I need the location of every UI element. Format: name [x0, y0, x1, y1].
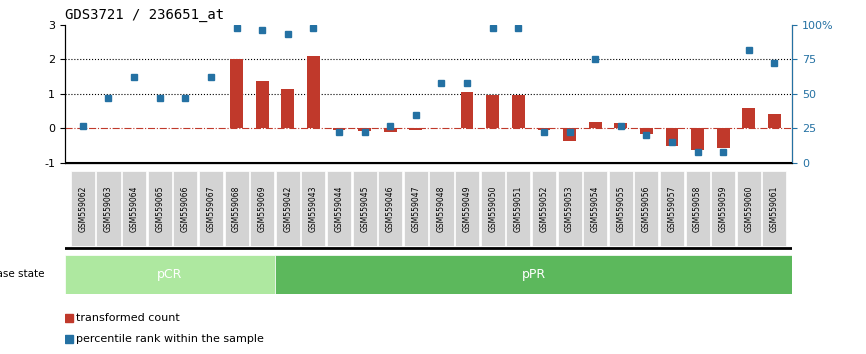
FancyBboxPatch shape [430, 171, 454, 246]
Text: GSM559052: GSM559052 [540, 185, 548, 232]
FancyBboxPatch shape [737, 171, 761, 246]
Text: GSM559061: GSM559061 [770, 185, 779, 232]
Text: GSM559056: GSM559056 [642, 185, 651, 232]
Bar [230, 59, 243, 128]
Bar [333, 128, 346, 130]
FancyBboxPatch shape [660, 171, 684, 246]
Text: pPR: pPR [521, 268, 546, 281]
Text: GSM559042: GSM559042 [283, 185, 293, 232]
Text: GSM559064: GSM559064 [130, 185, 139, 232]
Text: transformed count: transformed count [76, 313, 179, 323]
FancyBboxPatch shape [199, 171, 223, 246]
Text: GSM559068: GSM559068 [232, 185, 241, 232]
Bar [538, 128, 550, 130]
Text: GSM559043: GSM559043 [309, 185, 318, 232]
Text: GSM559059: GSM559059 [719, 185, 727, 232]
Bar [691, 128, 704, 150]
Bar [563, 128, 576, 142]
Bar [666, 128, 678, 145]
Text: GSM559058: GSM559058 [693, 185, 702, 232]
Text: GSM559069: GSM559069 [258, 185, 267, 232]
Bar [614, 124, 627, 128]
Bar [589, 122, 602, 128]
FancyBboxPatch shape [583, 171, 607, 246]
FancyBboxPatch shape [635, 171, 658, 246]
Bar [640, 128, 653, 134]
FancyBboxPatch shape [250, 171, 275, 246]
FancyBboxPatch shape [609, 171, 633, 246]
Text: GSM559067: GSM559067 [206, 185, 216, 232]
Text: GSM559053: GSM559053 [565, 185, 574, 232]
Bar [487, 95, 499, 128]
Text: GSM559057: GSM559057 [668, 185, 676, 232]
Bar [768, 114, 781, 128]
Text: GSM559063: GSM559063 [104, 185, 113, 232]
FancyBboxPatch shape [762, 171, 786, 246]
FancyBboxPatch shape [148, 171, 171, 246]
FancyBboxPatch shape [275, 255, 792, 294]
FancyBboxPatch shape [224, 171, 249, 246]
FancyBboxPatch shape [301, 171, 326, 246]
FancyBboxPatch shape [686, 171, 709, 246]
Text: GSM559062: GSM559062 [79, 185, 87, 232]
Text: percentile rank within the sample: percentile rank within the sample [76, 334, 264, 344]
Bar [410, 128, 423, 130]
FancyBboxPatch shape [404, 171, 428, 246]
Text: GSM559046: GSM559046 [385, 185, 395, 232]
Text: GSM559045: GSM559045 [360, 185, 369, 232]
Bar [307, 56, 320, 128]
Text: GSM559066: GSM559066 [181, 185, 190, 232]
FancyBboxPatch shape [558, 171, 582, 246]
FancyBboxPatch shape [352, 171, 377, 246]
FancyBboxPatch shape [507, 171, 530, 246]
Text: disease state: disease state [0, 269, 44, 279]
Bar [359, 128, 371, 131]
Bar [717, 128, 730, 148]
FancyBboxPatch shape [532, 171, 556, 246]
Bar [461, 92, 474, 128]
FancyBboxPatch shape [275, 171, 300, 246]
Text: GDS3721 / 236651_at: GDS3721 / 236651_at [65, 8, 224, 22]
Bar [512, 95, 525, 128]
FancyBboxPatch shape [327, 171, 351, 246]
Text: GSM559065: GSM559065 [155, 185, 165, 232]
Text: GSM559048: GSM559048 [437, 185, 446, 232]
Text: pCR: pCR [158, 268, 183, 281]
FancyBboxPatch shape [711, 171, 735, 246]
FancyBboxPatch shape [71, 171, 95, 246]
FancyBboxPatch shape [481, 171, 505, 246]
Bar [384, 128, 397, 132]
Text: GSM559049: GSM559049 [462, 185, 472, 232]
FancyBboxPatch shape [173, 171, 197, 246]
FancyBboxPatch shape [378, 171, 403, 246]
Text: GSM559044: GSM559044 [334, 185, 344, 232]
Text: GSM559054: GSM559054 [591, 185, 599, 232]
FancyBboxPatch shape [65, 255, 275, 294]
Bar [255, 81, 268, 128]
FancyBboxPatch shape [96, 171, 120, 246]
FancyBboxPatch shape [455, 171, 479, 246]
Text: GSM559047: GSM559047 [411, 185, 420, 232]
Bar [281, 88, 294, 128]
FancyBboxPatch shape [122, 171, 146, 246]
Text: GSM559060: GSM559060 [745, 185, 753, 232]
Bar [742, 108, 755, 128]
Text: GSM559055: GSM559055 [617, 185, 625, 232]
Text: GSM559051: GSM559051 [514, 185, 523, 232]
Text: GSM559050: GSM559050 [488, 185, 497, 232]
